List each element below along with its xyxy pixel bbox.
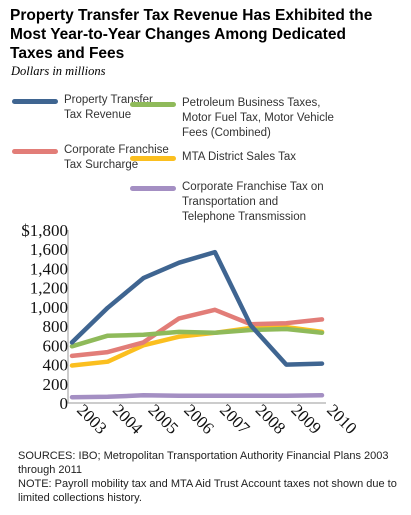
series-line [69, 326, 325, 349]
legend-label: MTA District Sales Tax [182, 151, 296, 163]
x-tick-label: 2009 [287, 400, 324, 437]
legend-label: Corporate Franchise Tax on Transportation… [182, 181, 324, 223]
legend-item-mta-sales-tax: MTA District Sales Tax [130, 150, 296, 165]
y-tick-label: 1,400 [30, 259, 68, 278]
title-line: Property Transfer Tax Revenue Has Exhibi… [10, 7, 373, 24]
footnote: NOTE: Payroll mobility tax and MTA Aid T… [18, 478, 397, 504]
y-tick-label: 0 [60, 394, 69, 413]
y-tick-label: 1,000 [30, 298, 68, 317]
legend-item-corporate-transport: Corporate Franchise Tax on Transportation… [130, 180, 324, 225]
legend-swatch [130, 102, 176, 107]
legend-swatch [12, 149, 58, 154]
legend-swatch [130, 186, 176, 191]
x-tick-label: 2003 [73, 400, 110, 437]
x-tick-label: 2004 [109, 400, 147, 438]
axis-lines [67, 230, 326, 404]
legend-label: Petroleum Business Taxes, Motor Fuel Tax,… [182, 97, 334, 139]
x-tick-label: 2007 [216, 400, 254, 438]
y-tick-label: 400 [43, 356, 69, 375]
title-line: Most Year-to-Year Changes Among Dedicate… [10, 26, 346, 43]
x-tick-label: 2006 [180, 400, 217, 437]
y-tick-label: $1,800 [21, 221, 68, 240]
y-tick-label: 1,200 [30, 279, 68, 298]
legend-item-corporate-surcharge: Corporate Franchise Tax Surcharge [12, 143, 169, 173]
x-tick-label: 2008 [252, 400, 289, 437]
legend-swatch [12, 99, 58, 104]
y-tick-label: 1,600 [30, 240, 68, 259]
series-line [69, 307, 325, 359]
legend-swatch [130, 156, 176, 161]
x-tick-label: 2005 [145, 400, 182, 437]
series-line [69, 249, 325, 367]
chart-subtitle: Dollars in millions [11, 64, 106, 78]
title-line: Taxes and Fees [10, 45, 125, 62]
chart-notes: SOURCES: IBO; Metropolitan Transportatio… [18, 449, 403, 505]
y-tick-label: 200 [43, 375, 69, 394]
x-tick-label: 2010 [323, 400, 360, 437]
sources-note: SOURCES: IBO; Metropolitan Transportatio… [18, 450, 389, 476]
y-tick-label: 600 [43, 336, 69, 355]
series-line [69, 393, 325, 400]
chart-title: Property Transfer Tax Revenue Has Exhibi… [10, 6, 402, 63]
legend-label: Corporate Franchise Tax Surcharge [64, 144, 169, 171]
y-tick-label: 800 [43, 317, 69, 336]
legend-item-petroleum: Petroleum Business Taxes, Motor Fuel Tax,… [130, 96, 334, 141]
